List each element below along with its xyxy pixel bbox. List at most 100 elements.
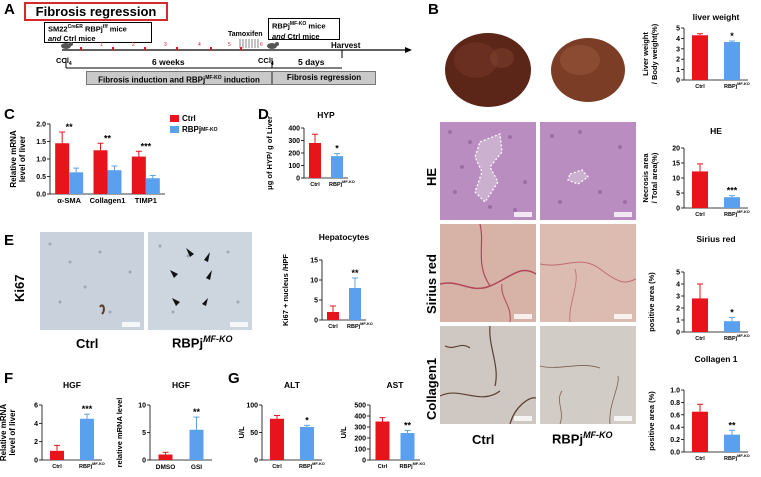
panel-letter-a: A xyxy=(4,1,15,18)
y-tick-label: 0.8 xyxy=(670,400,680,407)
y-tick-label: 100 xyxy=(246,403,258,410)
x-tick-label: Ctrl xyxy=(52,464,62,470)
bar xyxy=(145,178,160,194)
y-axis-label: Relative mRNA xyxy=(0,404,8,462)
y-tick-label: 1.5 xyxy=(36,139,46,146)
sirius-image-ctrl xyxy=(440,224,536,322)
chart-b3: Sirius red 0 1 2 3 4 5 positive area (%) Ctrl * RB… xyxy=(647,234,750,342)
x-tick-label: RBPjMF-KO xyxy=(724,210,750,218)
induction-bar: Fibrosis induction and RBPjMF-KO inducti… xyxy=(86,71,272,85)
chart-title: HYP xyxy=(317,110,335,120)
y-tick-label: 0.6 xyxy=(670,412,680,419)
bar xyxy=(107,170,122,194)
y-tick-label: 0.4 xyxy=(670,425,680,432)
ccl4-left-label: CCl4 xyxy=(56,56,72,67)
timeline-title: Fibrosis regression xyxy=(35,4,157,19)
panel-letter-g: G xyxy=(228,370,240,387)
x-tick-label: RBPjMF-KO xyxy=(347,322,373,330)
y-tick-label: 0 xyxy=(362,458,366,465)
ki67-row-label: Ki67 xyxy=(12,274,27,302)
bar xyxy=(692,298,708,332)
significance-label: ** xyxy=(728,420,736,430)
y-axis-label: U/L xyxy=(339,426,348,439)
he-image-ko xyxy=(540,122,636,220)
y-tick-label: 6 xyxy=(34,403,38,410)
y-tick-label: 10 xyxy=(138,403,146,410)
svg-text:2: 2 xyxy=(132,42,135,48)
y-tick-label: 0 xyxy=(676,330,680,337)
significance-label: * xyxy=(730,308,734,318)
liver-photo-ctrl xyxy=(440,18,536,116)
y-axis-label: / Total area(%) xyxy=(650,152,659,203)
ki67-image-ko xyxy=(148,232,252,330)
tamoxifen-label: Tamoxifen xyxy=(228,31,263,38)
y-tick-label: 500 xyxy=(354,403,366,410)
x-tick-label: Ctrl xyxy=(695,84,705,90)
x-tick-label: Ctrl xyxy=(272,464,282,470)
y-tick-label: 0 xyxy=(676,78,680,85)
significance-label: *** xyxy=(82,404,93,414)
y-axis-label: level of liver xyxy=(18,136,27,182)
bar xyxy=(692,411,708,452)
bar xyxy=(724,42,740,80)
mouse-icon-left xyxy=(61,42,73,49)
y-tick-label: 4 xyxy=(34,421,38,428)
panel-letter-d: D xyxy=(258,106,269,123)
y-tick-label: 0.0 xyxy=(36,192,46,199)
significance-label: *** xyxy=(141,141,152,151)
bar xyxy=(327,312,339,320)
y-tick-label: 300 xyxy=(288,138,300,145)
y-axis-label: Relative mRNA xyxy=(9,130,18,188)
col-label-ctrl: Ctrl xyxy=(472,432,495,447)
six-weeks-label: 6 weeks xyxy=(152,57,185,67)
chart-b2: HE 0 5 10 15 20 Necrosis area / Total area(%) Ct… xyxy=(641,126,750,218)
y-tick-label: 3 xyxy=(676,46,680,53)
x-tick-label: GSI xyxy=(191,464,202,471)
bar xyxy=(300,427,314,460)
x-tick-label: RBPjMF-KO xyxy=(400,462,426,470)
y-tick-label: 5 xyxy=(314,298,318,305)
bar xyxy=(724,197,740,208)
y-tick-label: 0 xyxy=(314,318,318,325)
y-tick-label: 1 xyxy=(676,318,680,325)
bar xyxy=(80,418,94,460)
y-tick-label: 2 xyxy=(676,306,680,313)
panel-letter-c: C xyxy=(4,106,15,123)
collagen-image-ctrl xyxy=(440,326,536,424)
bar xyxy=(189,429,204,460)
chart-c: 0.0 0.5 1.0 1.5 2.0 Relative mRNA level of liv… xyxy=(9,122,165,205)
y-tick-label: 15 xyxy=(310,258,318,265)
y-tick-label: 10 xyxy=(310,278,318,285)
bar xyxy=(400,433,415,460)
significance-label: ** xyxy=(404,420,412,430)
chart-title: HGF xyxy=(63,380,81,390)
significance-label: * xyxy=(335,144,339,154)
chart-title: AST xyxy=(387,380,405,390)
x-tick-label: TIMP1 xyxy=(135,196,157,205)
e-col-label-ctrl: Ctrl xyxy=(76,336,99,351)
significance-label: * xyxy=(305,415,309,425)
y-tick-label: 1 xyxy=(676,67,680,74)
chart-title: Hepatocytes xyxy=(319,232,370,242)
y-axis-label: U/L xyxy=(237,426,246,439)
chart-title: HE xyxy=(710,126,722,136)
chart-g2: AST 0 100 200 300 400 500 U/L Ctrl ** RBPjMF-KO xyxy=(339,380,426,470)
y-tick-label: 5 xyxy=(676,270,680,277)
bar xyxy=(692,35,708,80)
he-image-ctrl xyxy=(440,122,536,220)
y-tick-label: 300 xyxy=(354,425,366,432)
y-axis-label: positive area (%) xyxy=(647,391,656,451)
timeline-title-box: Fibrosis regression xyxy=(24,2,168,21)
x-tick-label: RBPjMF-KO xyxy=(724,82,750,90)
significance-label: ** xyxy=(66,122,74,132)
x-tick-label: Collagen1 xyxy=(90,196,126,205)
svg-text:5: 5 xyxy=(228,42,231,48)
x-tick-label: DMSO xyxy=(156,464,176,471)
chart-d: HYP 0 100 200 300 400 μg of HYP/ g of Liver Ctr… xyxy=(265,110,355,190)
y-tick-label: 0.0 xyxy=(670,450,680,457)
x-tick-label: RBPjMF-KO xyxy=(724,334,750,342)
chart-title: Sirius red xyxy=(696,234,735,244)
y-axis-label: level of liver xyxy=(8,409,17,455)
chart-title: HGF xyxy=(172,380,190,390)
y-tick-label: 5 xyxy=(676,191,680,198)
